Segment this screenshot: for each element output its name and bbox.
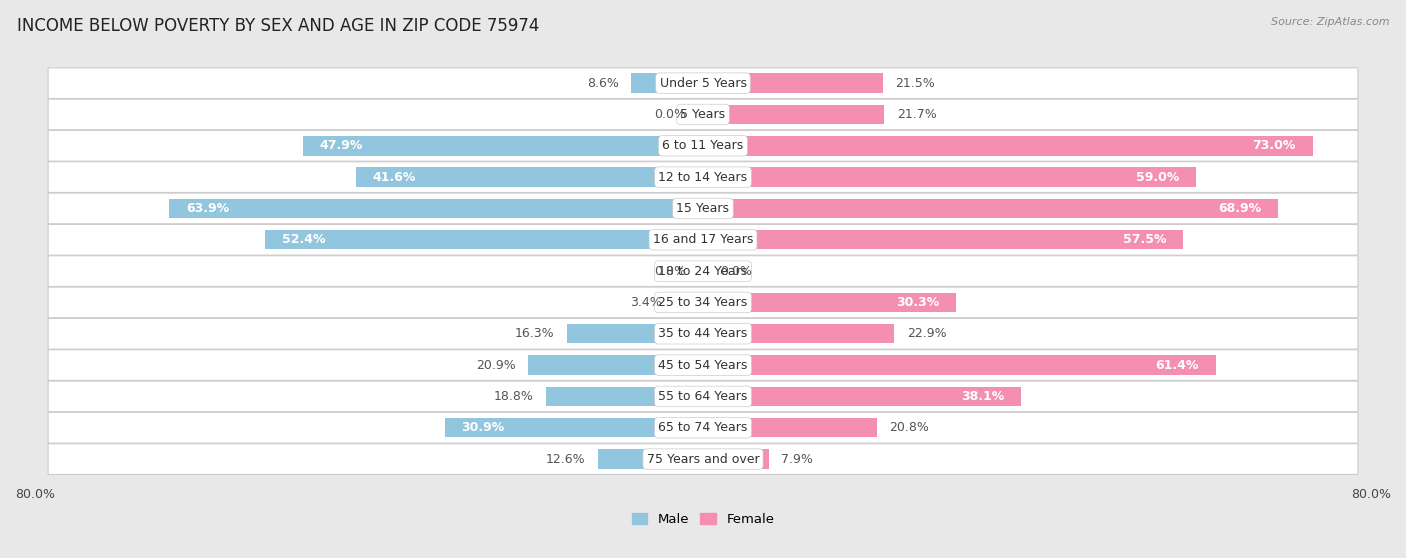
Bar	[703, 387, 1021, 406]
Bar	[703, 324, 894, 344]
Bar	[631, 74, 703, 93]
Text: 30.3%: 30.3%	[896, 296, 939, 309]
Text: 3.4%: 3.4%	[630, 296, 662, 309]
Text: 0.0%: 0.0%	[654, 108, 686, 121]
Text: 8.6%: 8.6%	[586, 76, 619, 90]
Bar	[703, 418, 877, 437]
Text: 22.9%: 22.9%	[907, 328, 946, 340]
FancyBboxPatch shape	[48, 99, 1358, 130]
Text: 5 Years: 5 Years	[681, 108, 725, 121]
Legend: Male, Female: Male, Female	[626, 507, 780, 531]
Bar	[675, 293, 703, 312]
Text: 20.9%: 20.9%	[477, 359, 516, 372]
Text: 75 Years and over: 75 Years and over	[647, 453, 759, 465]
FancyBboxPatch shape	[48, 68, 1358, 99]
Bar	[703, 167, 1195, 187]
Text: 38.1%: 38.1%	[962, 390, 1004, 403]
Bar	[703, 355, 1216, 375]
Text: 57.5%: 57.5%	[1123, 233, 1167, 246]
Text: 68.9%: 68.9%	[1219, 202, 1261, 215]
Bar	[703, 230, 1182, 249]
FancyBboxPatch shape	[48, 287, 1358, 318]
Bar	[703, 136, 1313, 156]
FancyBboxPatch shape	[48, 444, 1358, 474]
Bar	[703, 74, 883, 93]
Text: Source: ZipAtlas.com: Source: ZipAtlas.com	[1271, 17, 1389, 27]
Bar	[703, 293, 956, 312]
Text: 65 to 74 Years: 65 to 74 Years	[658, 421, 748, 434]
Bar	[304, 136, 703, 156]
FancyBboxPatch shape	[48, 193, 1358, 224]
Bar	[703, 199, 1278, 218]
Bar	[170, 199, 703, 218]
Text: Under 5 Years: Under 5 Years	[659, 76, 747, 90]
Text: 59.0%: 59.0%	[1136, 171, 1180, 184]
Text: 21.5%: 21.5%	[896, 76, 935, 90]
Bar	[356, 167, 703, 187]
FancyBboxPatch shape	[48, 350, 1358, 381]
Text: 35 to 44 Years: 35 to 44 Years	[658, 328, 748, 340]
Text: 30.9%: 30.9%	[461, 421, 505, 434]
Text: 47.9%: 47.9%	[319, 140, 363, 152]
FancyBboxPatch shape	[48, 131, 1358, 161]
Text: 73.0%: 73.0%	[1253, 140, 1296, 152]
Bar	[567, 324, 703, 344]
Text: 16 and 17 Years: 16 and 17 Years	[652, 233, 754, 246]
Text: 15 Years: 15 Years	[676, 202, 730, 215]
Text: 21.7%: 21.7%	[897, 108, 936, 121]
Text: 12 to 14 Years: 12 to 14 Years	[658, 171, 748, 184]
FancyBboxPatch shape	[48, 319, 1358, 349]
Text: 16.3%: 16.3%	[515, 328, 554, 340]
FancyBboxPatch shape	[48, 256, 1358, 286]
Bar	[529, 355, 703, 375]
Text: 6 to 11 Years: 6 to 11 Years	[662, 140, 744, 152]
Text: 0.0%: 0.0%	[720, 264, 752, 278]
Text: INCOME BELOW POVERTY BY SEX AND AGE IN ZIP CODE 75974: INCOME BELOW POVERTY BY SEX AND AGE IN Z…	[17, 17, 540, 35]
Text: 61.4%: 61.4%	[1156, 359, 1199, 372]
Text: 45 to 54 Years: 45 to 54 Years	[658, 359, 748, 372]
FancyBboxPatch shape	[48, 224, 1358, 255]
Text: 41.6%: 41.6%	[373, 171, 416, 184]
FancyBboxPatch shape	[48, 412, 1358, 443]
Bar	[703, 449, 769, 469]
Text: 25 to 34 Years: 25 to 34 Years	[658, 296, 748, 309]
Bar	[546, 387, 703, 406]
Text: 52.4%: 52.4%	[283, 233, 326, 246]
Text: 20.8%: 20.8%	[889, 421, 929, 434]
Text: 18 to 24 Years: 18 to 24 Years	[658, 264, 748, 278]
Text: 63.9%: 63.9%	[186, 202, 229, 215]
FancyBboxPatch shape	[48, 381, 1358, 412]
Text: 18.8%: 18.8%	[494, 390, 533, 403]
Bar	[444, 418, 703, 437]
FancyBboxPatch shape	[48, 162, 1358, 193]
Text: 12.6%: 12.6%	[546, 453, 585, 465]
Text: 7.9%: 7.9%	[782, 453, 813, 465]
Bar	[598, 449, 703, 469]
Text: 0.0%: 0.0%	[654, 264, 686, 278]
Text: 55 to 64 Years: 55 to 64 Years	[658, 390, 748, 403]
Bar	[266, 230, 703, 249]
Bar	[703, 105, 884, 124]
